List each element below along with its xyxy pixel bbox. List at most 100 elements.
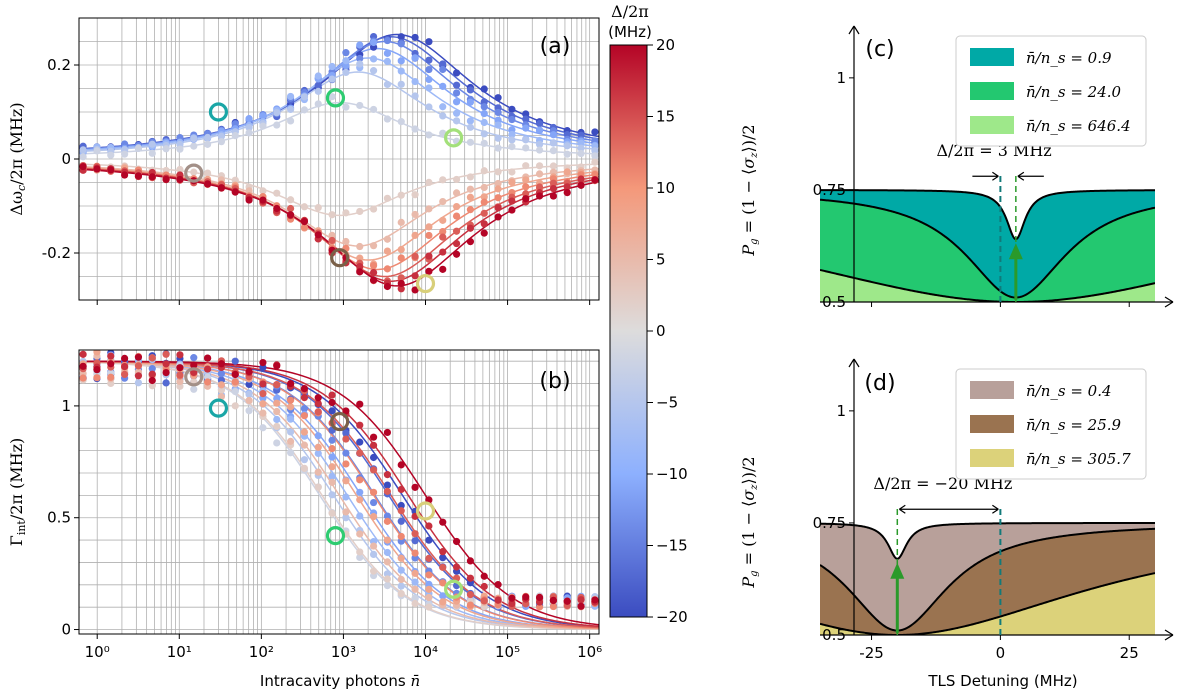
x-tick-label: 10⁴ <box>413 643 438 661</box>
data-point <box>369 205 378 213</box>
data-point <box>383 487 392 495</box>
data-point <box>383 582 392 590</box>
data-point <box>439 197 447 206</box>
data-point <box>356 254 364 262</box>
data-point <box>148 173 156 181</box>
data-point <box>397 57 405 65</box>
data-point <box>369 55 378 63</box>
pump-arrow-head <box>1008 243 1023 260</box>
data-point <box>411 92 419 100</box>
legend-label: n̄/n_s = 305.7 <box>1026 450 1131 468</box>
data-point <box>563 142 571 150</box>
panel-b-data-points <box>79 350 599 611</box>
data-point <box>245 380 253 389</box>
data-point <box>411 125 419 133</box>
data-point <box>494 581 502 589</box>
data-point <box>425 522 433 530</box>
data-point <box>397 80 405 88</box>
data-point <box>356 530 364 538</box>
data-point <box>286 196 295 204</box>
data-point <box>356 242 364 251</box>
colorbar-tick-label: 5 <box>656 251 666 269</box>
data-point <box>369 261 378 270</box>
data-point <box>549 147 557 155</box>
data-point <box>383 57 392 65</box>
panel-d-axes: 0.5 0.75 1 -25 0 25 <box>813 358 1174 662</box>
data-point <box>466 557 475 565</box>
data-point <box>494 194 502 202</box>
x-tick-label: 25 <box>1120 644 1139 662</box>
annotation-arrow-left <box>972 171 999 181</box>
panel-d-legend: n̄/n_s = 0.4 n̄/n_s = 25.9 n̄/n_s = 305.7 <box>955 368 1147 480</box>
data-point <box>314 443 322 451</box>
data-point <box>397 245 405 254</box>
data-point <box>259 400 267 408</box>
data-point <box>452 227 461 235</box>
data-point <box>411 594 419 602</box>
data-point <box>508 136 516 144</box>
data-point <box>535 140 544 148</box>
data-point <box>176 165 184 174</box>
data-point <box>203 180 212 188</box>
data-point <box>522 136 530 144</box>
data-point <box>300 106 309 114</box>
highlight-marker <box>330 248 350 268</box>
data-point <box>203 378 212 386</box>
highlight-marker <box>415 501 436 521</box>
data-point <box>300 93 309 101</box>
data-point <box>356 268 364 276</box>
data-point <box>466 123 475 131</box>
data-point <box>452 563 461 571</box>
panel-a-data-points <box>79 32 599 294</box>
data-point <box>356 60 364 68</box>
highlight-marker <box>325 526 346 546</box>
panel-a-grid <box>78 17 599 301</box>
data-point <box>314 231 322 239</box>
data-point <box>591 128 599 136</box>
data-point <box>314 468 322 476</box>
data-point <box>411 537 419 545</box>
data-point <box>452 69 461 77</box>
data-point <box>397 507 405 515</box>
data-point <box>148 370 156 378</box>
data-point <box>383 536 392 544</box>
fit-curve <box>79 360 599 626</box>
data-point <box>148 365 156 373</box>
data-point <box>508 178 516 186</box>
data-point <box>259 196 267 204</box>
data-point <box>439 216 447 224</box>
data-point <box>535 120 544 128</box>
data-point <box>480 85 488 93</box>
y-tick-label: 0 <box>61 150 71 168</box>
data-point <box>439 563 447 571</box>
data-point <box>411 272 419 280</box>
highlight-marker <box>415 273 436 294</box>
data-point <box>342 508 350 516</box>
data-point <box>425 593 433 602</box>
data-point <box>411 210 419 219</box>
data-point <box>411 54 419 62</box>
data-point <box>162 145 170 153</box>
data-point <box>535 170 544 178</box>
panel-b: 10.50 10⁰ 10¹ 10² 10³ 10⁴ 10⁵ 10⁶ (b) Γint/2π … <box>7 349 602 690</box>
data-point <box>425 75 433 84</box>
data-point <box>480 130 488 138</box>
data-point <box>549 179 557 187</box>
colorbar-tick-label: −5 <box>656 394 678 412</box>
data-point <box>162 350 170 358</box>
data-point <box>425 131 433 139</box>
x-tick-label: 10⁵ <box>495 643 520 661</box>
annotation-arrow <box>898 504 999 514</box>
data-point <box>466 185 475 193</box>
data-point <box>535 192 544 200</box>
data-point <box>286 204 295 213</box>
data-point <box>383 481 392 489</box>
data-point <box>397 67 405 75</box>
data-point <box>162 175 170 184</box>
data-point <box>549 139 557 147</box>
data-point <box>452 117 461 125</box>
data-point <box>328 398 336 407</box>
data-point <box>425 536 433 544</box>
data-point <box>466 238 475 246</box>
annotation-arrow-right <box>1017 171 1044 181</box>
